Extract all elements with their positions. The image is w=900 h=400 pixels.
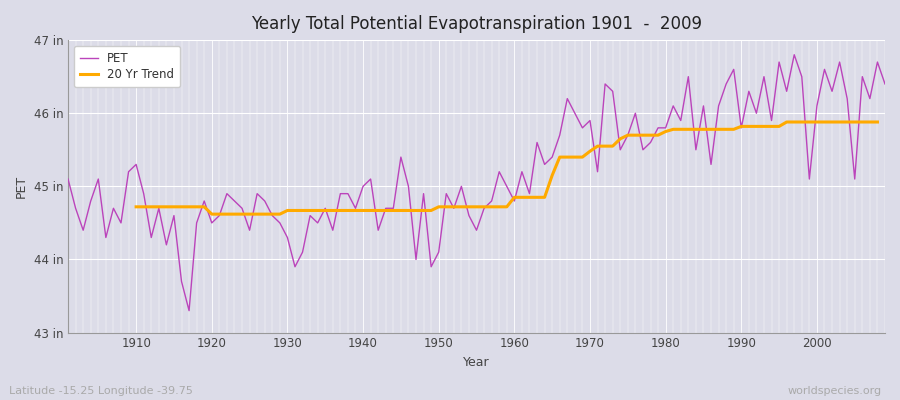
PET [508, 198, 519, 203]
20 Yr Trend [508, 195, 519, 200]
PET [343, 191, 354, 196]
Line: PET: PET [68, 55, 885, 311]
Line: 20 Yr Trend: 20 Yr Trend [136, 122, 877, 214]
PET [184, 308, 194, 313]
Title: Yearly Total Potential Evapotranspiration 1901  -  2009: Yearly Total Potential Evapotranspiratio… [251, 15, 702, 33]
PET [123, 169, 134, 174]
Text: worldspecies.org: worldspecies.org [788, 386, 882, 396]
20 Yr Trend [365, 208, 376, 213]
20 Yr Trend [532, 195, 543, 200]
PET [608, 89, 618, 94]
20 Yr Trend [312, 208, 323, 213]
20 Yr Trend [335, 208, 346, 213]
20 Yr Trend [781, 120, 792, 124]
PET [879, 82, 890, 86]
Y-axis label: PET: PET [15, 175, 28, 198]
PET [297, 250, 308, 254]
PET [517, 169, 527, 174]
X-axis label: Year: Year [464, 356, 490, 369]
20 Yr Trend [130, 204, 141, 209]
20 Yr Trend [206, 212, 217, 216]
Text: Latitude -15.25 Longitude -39.75: Latitude -15.25 Longitude -39.75 [9, 386, 193, 396]
PET [788, 52, 799, 57]
PET [63, 177, 74, 182]
20 Yr Trend [721, 127, 732, 132]
Legend: PET, 20 Yr Trend: PET, 20 Yr Trend [74, 46, 180, 87]
20 Yr Trend [872, 120, 883, 124]
